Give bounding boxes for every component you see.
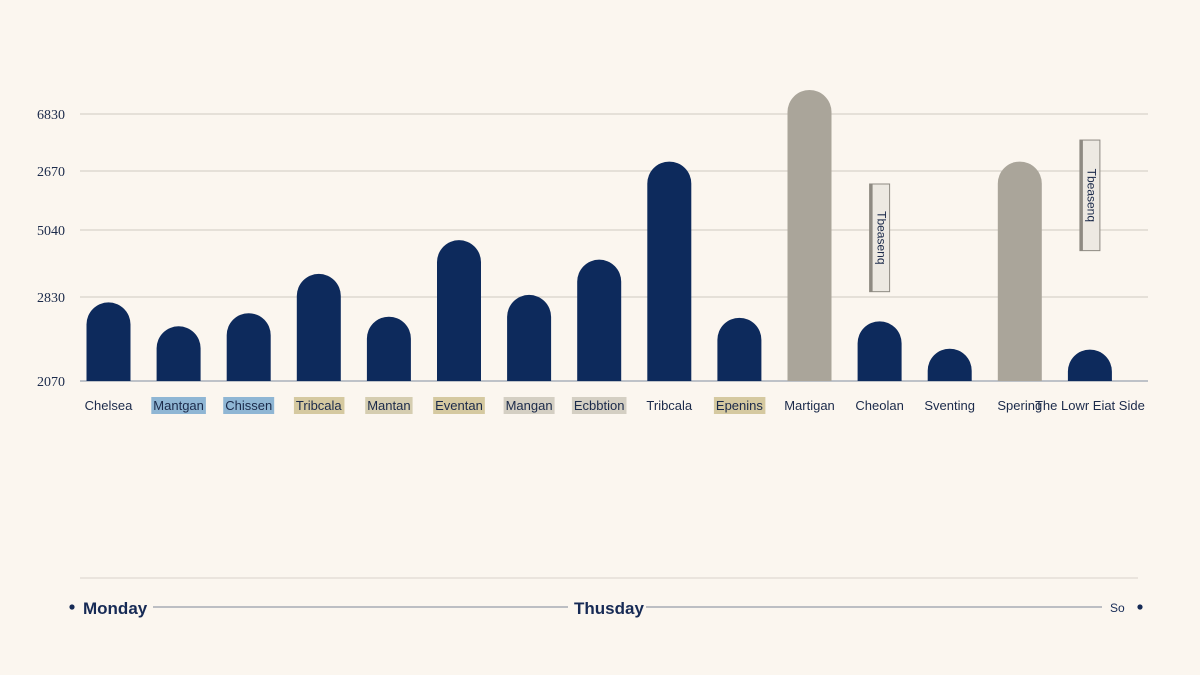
category-label-group: Tribcala xyxy=(293,397,345,414)
timeline-start-dot xyxy=(69,604,75,610)
category-label: Mantgan xyxy=(153,398,204,413)
bar xyxy=(577,259,622,381)
y-tick-label: 2670 xyxy=(37,165,65,180)
bar xyxy=(787,90,832,381)
category-label: Mangan xyxy=(506,398,553,413)
category-label-group: The Lowr Eiat Side xyxy=(1035,398,1145,413)
bar xyxy=(927,348,972,381)
bars xyxy=(86,90,1112,381)
bar xyxy=(226,313,271,381)
bar xyxy=(437,240,481,381)
bar xyxy=(997,161,1042,381)
category-label: Tribcala xyxy=(646,398,693,413)
y-axis-ticks: 6830 2670 5040 2830 2070 xyxy=(37,108,65,390)
category-label-highlight xyxy=(433,397,485,414)
category-label: Tribcala xyxy=(296,398,343,413)
category-label-group: Mangan xyxy=(503,397,555,414)
category-label-highlight xyxy=(713,397,766,414)
annotations: Tbeasenq Tbeasenq xyxy=(869,139,1101,293)
annotation-edge xyxy=(1079,140,1083,251)
timeline-end-label: So xyxy=(1110,601,1125,615)
category-label-group: Chelsea xyxy=(85,398,133,413)
bar xyxy=(156,326,201,381)
category-label-group: Sventing xyxy=(924,398,975,413)
annotation-tag: Tbeasenq xyxy=(869,183,891,293)
bar xyxy=(857,321,902,381)
category-label-highlight xyxy=(365,397,413,414)
category-label: Epenins xyxy=(716,398,763,413)
timeline-middle-label: Thusday xyxy=(574,599,644,618)
bar xyxy=(1067,349,1112,381)
category-label-group: Ecbbtion xyxy=(571,397,627,414)
timeline: Monday Thusday So xyxy=(69,577,1143,618)
category-label-highlight xyxy=(223,397,275,414)
category-label-group: Mantan xyxy=(365,397,413,414)
annotation-text: Tbeasenq xyxy=(1085,169,1099,222)
category-label-group: Spering xyxy=(997,398,1042,413)
category-label: Sventing xyxy=(924,398,975,413)
annotation-text: Tbeasenq xyxy=(874,211,888,264)
y-tick-label: 5040 xyxy=(37,224,65,239)
annotation-edge xyxy=(869,183,873,292)
timeline-end-dot xyxy=(1137,604,1143,610)
bar xyxy=(296,273,341,381)
y-tick-label: 6830 xyxy=(37,108,65,123)
category-label-group: Eventan xyxy=(433,397,485,414)
category-labels: Chelsea Mantgan Chissen Tribcala Mantan Event… xyxy=(85,397,1145,414)
bar xyxy=(366,316,411,381)
category-label: Ecbbtion xyxy=(574,398,625,413)
category-label-highlight xyxy=(151,397,206,414)
category-label: Spering xyxy=(997,398,1042,413)
category-label-group: Epenins xyxy=(713,397,766,414)
category-label: Mantan xyxy=(367,398,410,413)
y-tick-label: 2070 xyxy=(37,375,65,390)
category-label: Cheolan xyxy=(855,398,903,413)
category-label: The Lowr Eiat Side xyxy=(1035,398,1145,413)
bar xyxy=(86,302,131,381)
category-label-highlight xyxy=(571,397,627,414)
category-label-group: Tribcala xyxy=(646,398,693,413)
category-label-highlight xyxy=(293,397,345,414)
category-label-group: Cheolan xyxy=(855,398,903,413)
timeline-start-label: Monday xyxy=(83,599,148,618)
category-label-group: Chissen xyxy=(223,397,275,414)
category-label: Eventan xyxy=(435,398,483,413)
category-label: Martigan xyxy=(784,398,835,413)
category-label-highlight xyxy=(503,397,555,414)
bar xyxy=(717,317,762,381)
category-label-group: Martigan xyxy=(784,398,835,413)
y-tick-label: 2830 xyxy=(37,291,65,306)
category-label: Chelsea xyxy=(85,398,133,413)
category-label-group: Mantgan xyxy=(151,397,206,414)
bar xyxy=(507,294,552,381)
bar xyxy=(647,161,692,381)
category-label: Chissen xyxy=(225,398,272,413)
annotation-tag: Tbeasenq xyxy=(1079,139,1101,252)
